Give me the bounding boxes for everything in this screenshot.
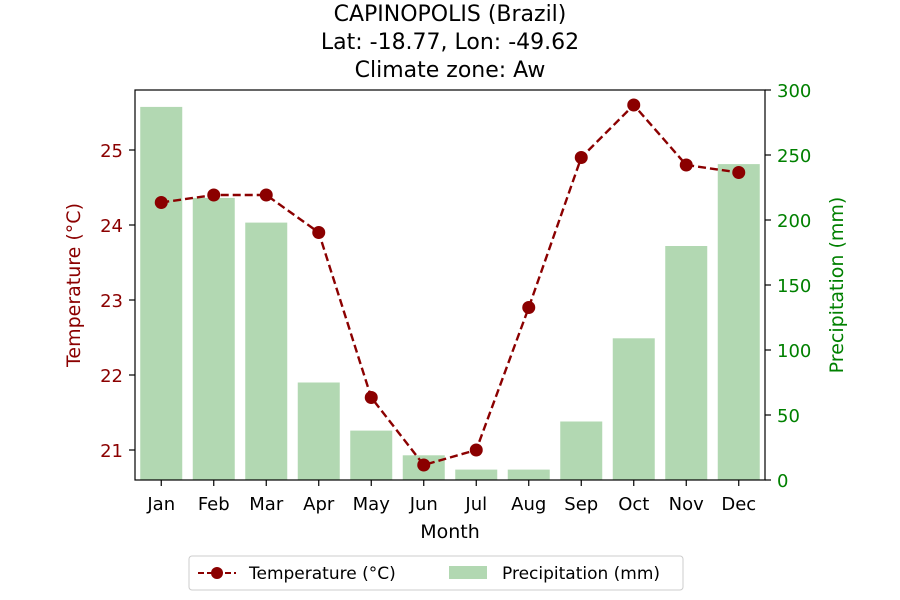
left-tick-label: 22 [100,366,123,387]
x-tick-label: Jul [464,494,487,515]
temperature-point-sep [574,151,588,164]
right-tick-label: 300 [777,81,811,102]
x-axis-ticks: Jan Feb Mar Apr May Jun Jul Aug Sep Oct Nov Dec [146,480,756,515]
x-tick-label: Dec [721,494,756,515]
precipitation-bar-apr [297,382,340,480]
precipitation-bar-oct [612,338,655,480]
temperature-point-aug [522,301,536,314]
temperature-point-nov [679,158,693,172]
x-axis-label: Month [420,521,480,543]
left-tick-label: 25 [100,141,123,162]
temperature-point-apr [312,226,326,239]
temperature-point-mar [259,188,273,202]
x-tick-label: Apr [303,494,335,515]
right-axis-ticks: 0 50 100 150 200 250 300 [765,81,811,492]
precipitation-bar-sep [560,421,603,480]
legend-temperature-label: Temperature (°C) [248,564,396,584]
left-axis-ticks: 21 22 23 24 25 [100,141,135,462]
temperature-point-jun [417,458,431,472]
right-tick-label: 50 [777,406,800,427]
temperature-point-dec [732,166,746,179]
x-tick-label: Nov [669,494,704,515]
temperature-line [161,103,739,467]
precipitation-bar-jan [140,106,183,481]
right-tick-label: 100 [777,341,811,362]
precipitation-bar-mar [245,222,288,480]
right-tick-label: 250 [777,146,811,167]
precipitation-bar-may [350,430,393,480]
temperature-point-jul [469,443,483,457]
left-tick-label: 23 [100,291,123,312]
temperature-point-feb [207,188,221,202]
left-tick-label: 21 [100,441,123,462]
x-tick-label: Feb [198,494,230,515]
precipitation-bar-aug [507,469,550,480]
legend-precipitation-swatch [449,566,487,579]
temperature-point-jan [154,196,168,209]
precipitation-bar-dec [717,164,760,480]
precipitation-bars [140,106,760,481]
chart-title: CAPINOPOLIS (Brazil) Lat: -18.77, Lon: -… [321,2,579,83]
x-tick-label: Aug [511,494,546,515]
title-line-1: CAPINOPOLIS (Brazil) [334,2,567,27]
right-tick-label: 150 [777,276,811,297]
precipitation-bar-feb [192,197,235,480]
temperature-point-may [364,391,378,404]
temperature-point-oct [627,98,641,112]
precipitation-bar-nov [665,246,708,480]
left-tick-label: 24 [100,216,123,237]
x-tick-label: Jan [146,494,175,515]
temperature-series [154,98,746,472]
legend-frame [188,555,684,591]
title-line-2: Lat: -18.77, Lon: -49.62 [321,30,579,55]
x-tick-label: Jun [409,494,438,515]
x-tick-label: Mar [249,494,284,515]
right-tick-label: 0 [777,471,788,492]
title-line-3: Climate zone: Aw [355,58,546,83]
x-tick-label: May [353,494,391,515]
precipitation-bar-jul [455,469,498,480]
x-tick-label: Oct [618,494,649,515]
right-tick-label: 200 [777,211,811,232]
legend-precipitation-label: Precipitation (mm) [502,564,660,584]
right-axis-label: Precipitation (mm) [826,197,848,374]
legend: Temperature (°C) Precipitation (mm) [188,555,684,591]
x-tick-label: Sep [564,494,598,515]
left-axis-label: Temperature (°C) [63,203,85,368]
legend-temperature-marker [211,567,223,579]
